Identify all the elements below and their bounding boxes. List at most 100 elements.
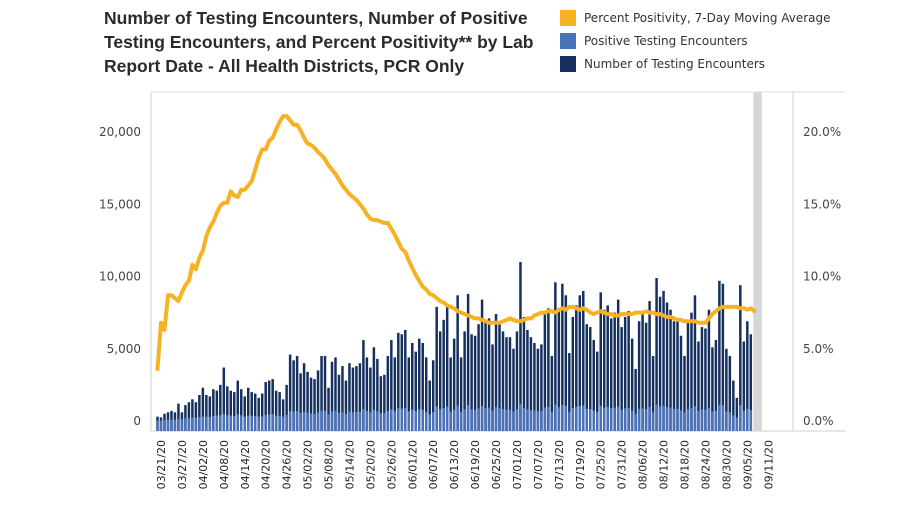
bar-total [376, 358, 379, 431]
bar-positive [337, 412, 341, 431]
bar-positive [679, 410, 683, 431]
bar-total [348, 363, 351, 431]
bar-total [344, 380, 348, 431]
bar-positive [302, 412, 306, 431]
x-tick-label: 03/27/20 [176, 440, 189, 489]
bar-total [686, 322, 690, 431]
bar-positive [526, 409, 529, 431]
bar-positive [554, 404, 557, 431]
bar-positive [438, 409, 442, 431]
bar-total [480, 299, 484, 431]
right-tick-label: 0.0% [803, 414, 834, 428]
bar-positive [358, 411, 362, 431]
bar-positive [205, 416, 208, 431]
x-tick-label: 05/26/20 [385, 440, 398, 489]
positivity-line-group [155, 114, 757, 371]
bar-positive [634, 413, 637, 431]
bar-total [623, 316, 627, 431]
bar-positive [180, 419, 184, 431]
x-tick-label: 07/19/20 [574, 440, 587, 489]
bar-total [487, 318, 491, 431]
bar-positive [355, 412, 358, 431]
bar-total [257, 397, 260, 431]
bar-positive [386, 410, 390, 431]
bar-total [428, 380, 431, 431]
left-tick-label: 0 [133, 414, 141, 428]
bar-positive [651, 412, 655, 431]
shaded-region-group [753, 92, 762, 431]
bar-positive [407, 411, 411, 431]
bar-total [550, 355, 554, 431]
bar-positive [306, 412, 309, 431]
bar-total [404, 329, 407, 431]
bar-total [561, 283, 564, 431]
bar-total [466, 293, 470, 431]
bar-positive [309, 413, 313, 431]
bar-positive [693, 406, 697, 431]
bar-positive [390, 409, 393, 431]
bar-positive [313, 414, 316, 431]
bar-total [557, 308, 561, 431]
bar-positive [669, 407, 672, 431]
bar-positive [288, 411, 292, 431]
x-tick-label: 07/31/20 [616, 440, 629, 489]
legend-item-positivity: Percent Positivity, 7-Day Moving Average [560, 6, 831, 29]
bar-total [589, 327, 592, 431]
bar-positive [515, 409, 519, 431]
bar-total [198, 394, 201, 431]
legend-item-total: Number of Testing Encounters [560, 52, 831, 75]
bar-total [725, 348, 728, 431]
bar-total [512, 348, 515, 431]
bar-positive [498, 408, 501, 431]
bar-total [351, 367, 355, 431]
bar-total [606, 305, 609, 431]
bar-total [267, 380, 271, 431]
bar-positive [166, 419, 170, 431]
bar-positive [749, 410, 753, 431]
bar-positive [501, 409, 505, 431]
bar-total [620, 327, 623, 431]
bar-positive [676, 408, 679, 431]
x-tick-label: 03/21/20 [155, 440, 168, 489]
bar-positive [690, 407, 693, 431]
bar-total [418, 338, 421, 431]
bar-positive [414, 410, 418, 431]
bar-total [285, 384, 288, 431]
legend-swatch-positive [560, 32, 576, 49]
x-tick-label: 08/12/20 [658, 440, 671, 489]
bar-positive [274, 415, 278, 431]
bar-positive [564, 405, 568, 431]
bar-total [445, 306, 449, 431]
bar-positive [641, 408, 644, 431]
bar-positive [568, 411, 571, 431]
x-axis-ticks: 03/21/20 03/27/20 04/02/20 04/08/20 04/14/20… [155, 440, 775, 489]
bar-positive [383, 412, 386, 431]
bar-positive [655, 404, 658, 431]
bar-total [386, 355, 390, 431]
right-tick-label: 15.0% [803, 197, 841, 211]
x-tick-label: 04/14/20 [239, 440, 252, 489]
bar-positive [393, 411, 397, 431]
x-tick-label: 05/08/20 [323, 440, 336, 489]
bar-positive [260, 416, 264, 431]
x-tick-label: 08/30/20 [720, 440, 733, 489]
bar-positive [327, 414, 330, 431]
bar-positive [159, 420, 163, 431]
bar-total [288, 354, 292, 431]
bar-total [477, 324, 480, 431]
bar-total [236, 380, 240, 431]
bar-positive [400, 408, 404, 431]
bar-total [630, 338, 634, 431]
bar-positive [173, 419, 177, 431]
bar-total [233, 392, 236, 431]
bar-positive [264, 414, 267, 431]
legend: Percent Positivity, 7-Day Moving Average… [560, 6, 831, 75]
bar-total [627, 311, 630, 431]
bar-total [637, 321, 641, 431]
bar-total [456, 295, 459, 431]
bar-total [676, 321, 679, 431]
bar-positive [379, 413, 383, 431]
x-tick-label: 07/25/20 [595, 440, 608, 489]
bar-total [592, 340, 595, 431]
bar-total [484, 319, 487, 431]
